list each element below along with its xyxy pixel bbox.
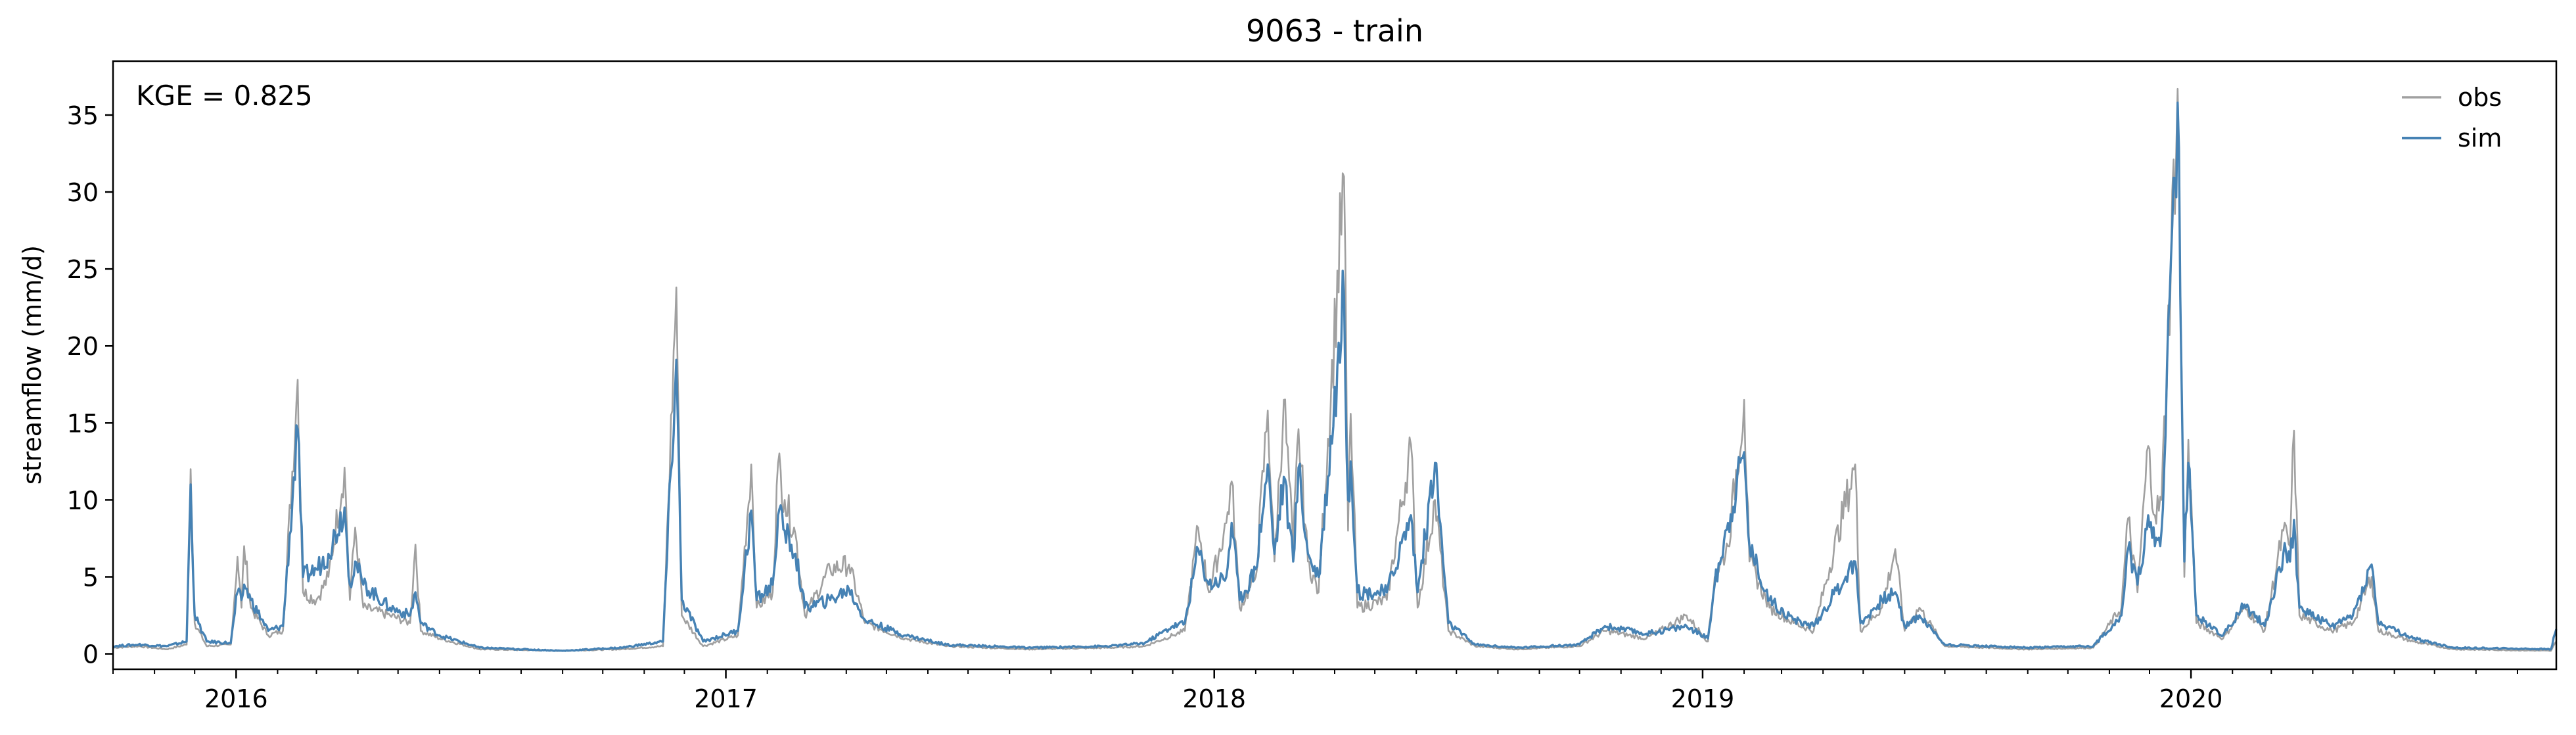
x-tick-label: 2018 [1182, 684, 1246, 713]
x-tick-label: 2020 [2159, 684, 2223, 713]
legend-label-obs: obs [2458, 83, 2502, 112]
y-axis-label: streamflow (mm/d) [18, 245, 47, 485]
x-tick-label: 2019 [1671, 684, 1735, 713]
kge-annotation: KGE = 0.825 [136, 80, 313, 112]
y-tick-label: 15 [67, 409, 99, 438]
series-line-sim [112, 101, 2558, 652]
legend-label-sim: sim [2458, 124, 2502, 153]
y-tick-label: 30 [67, 178, 99, 207]
y-tick-label: 20 [67, 332, 99, 361]
y-tick-label: 5 [83, 563, 99, 592]
legend: obs sim [2402, 83, 2502, 153]
y-tick-label: 10 [67, 486, 99, 515]
x-axis-ticks: 2016 2017 2018 2019 2020 [112, 669, 2518, 713]
x-tick-label: 2016 [204, 684, 268, 713]
x-tick-label: 2017 [694, 684, 758, 713]
chart-title: 9063 - train [1246, 13, 1423, 49]
series-layer [112, 87, 2558, 652]
y-tick-label: 35 [67, 101, 99, 130]
y-tick-label: 0 [83, 640, 99, 669]
y-axis-ticks: 0 5 10 15 20 25 30 35 [67, 101, 113, 669]
y-tick-label: 25 [67, 255, 99, 284]
